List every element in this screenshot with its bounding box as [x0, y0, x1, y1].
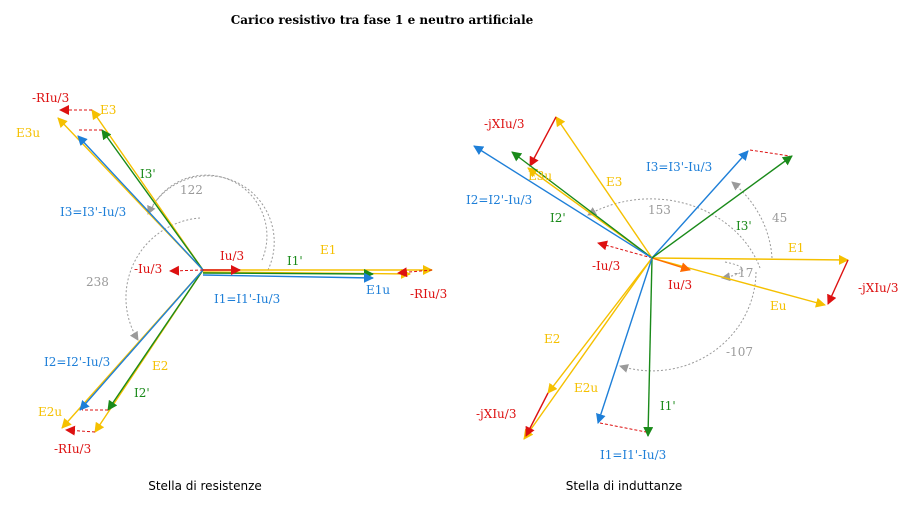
- miu3-phasor: [169, 265, 204, 276]
- label-i3: I3=I3'-Iu/3: [646, 160, 712, 174]
- label-i3p: I3': [736, 219, 752, 233]
- e3-phasor: [555, 116, 653, 259]
- angle-arc-m107: [619, 271, 757, 373]
- label-i1: I1=I1'-Iu/3: [214, 292, 280, 306]
- label-e1: E1: [788, 241, 804, 255]
- i3-phasor: [651, 150, 749, 259]
- jx-right-vector: [827, 259, 849, 305]
- i1-phasor: [202, 272, 374, 283]
- label-e1: E1: [320, 243, 336, 257]
- label-i1: I1=I1'-Iu/3: [600, 448, 666, 462]
- label-iu3: Iu/3: [220, 249, 244, 263]
- label-eu: Eu: [770, 299, 787, 313]
- label-angle-m107: -107: [726, 345, 753, 359]
- label-miu3: -Iu/3: [592, 259, 620, 273]
- label-i1p: I1': [287, 254, 303, 268]
- i1-phasor: [596, 257, 653, 424]
- label-e2u: E2u: [38, 405, 62, 419]
- diagram-title: Carico resistivo tra fase 1 e neutro art…: [231, 13, 534, 27]
- label-iu3: Iu/3: [668, 278, 692, 292]
- angle-arc-m17: [721, 261, 744, 282]
- label-jx-r: -jXIu/3: [858, 281, 898, 295]
- label-i3p: I3': [140, 167, 156, 181]
- i2p-phasor: [107, 269, 204, 411]
- caption-inductor-star: Stella di induttanze: [566, 479, 683, 493]
- label-angle-m17: -17: [734, 266, 753, 280]
- label-riu-bl: -RIu/3: [54, 442, 91, 456]
- riu-bl-vector: [65, 425, 96, 436]
- label-e3u: E3u: [16, 126, 40, 140]
- i3-phasor: [77, 135, 204, 271]
- label-e2: E2: [152, 359, 168, 373]
- label-riu-tl: -RIu/3: [32, 91, 69, 105]
- label-e3: E3: [606, 175, 622, 189]
- label-e3: E3: [100, 103, 116, 117]
- i2-phasor: [473, 145, 653, 259]
- label-jx-tl: -jXIu/3: [484, 117, 524, 131]
- label-i3: I3=I3'-Iu/3: [60, 205, 126, 219]
- label-riu-r: -RIu/3: [410, 287, 447, 301]
- riu-right-vector: [397, 267, 433, 278]
- miu3-phasor: [597, 240, 653, 259]
- angle-arc-238: [125, 217, 201, 341]
- angle-arc-122: [147, 175, 275, 271]
- label-i2: I2=I2'-Iu/3: [466, 193, 532, 207]
- i2-phasor: [79, 269, 204, 411]
- i3p-phasor: [651, 155, 793, 259]
- label-e3u: E3u: [528, 169, 552, 183]
- inductor-star: -jXIu/3 I3=I3'-Iu/3 E3u E3 I2=I2'-Iu/3 1…: [466, 116, 898, 493]
- label-i1p: I1': [660, 399, 676, 413]
- jx-bl-vector: [525, 392, 549, 437]
- i1-diff-line: [599, 422, 647, 433]
- caption-resistor-star: Stella di resistenze: [148, 479, 262, 493]
- angle-arc-122-inner: [149, 174, 268, 261]
- i3p-phasor: [101, 129, 204, 271]
- resistor-star: -RIu/3 E3 E3u I3' 122 I3=I3'-Iu/3 Iu/3 -…: [16, 91, 447, 493]
- i2p-phasor: [511, 151, 653, 259]
- angle-arc-45: [731, 181, 773, 259]
- label-angle-122: 122: [180, 183, 203, 197]
- label-jx-bl: -jXIu/3: [476, 407, 516, 421]
- i1p-phasor: [643, 257, 654, 437]
- label-angle-45: 45: [772, 211, 787, 225]
- jx-tl-vector: [529, 116, 557, 167]
- iu3-phasor: [651, 257, 691, 273]
- label-miu3: -Iu/3: [134, 262, 162, 276]
- i3-diff-line: [749, 149, 791, 157]
- e2-phasor: [547, 257, 653, 394]
- label-angle-153: 153: [648, 203, 671, 217]
- e2u-phasor: [523, 257, 653, 440]
- label-angle-238: 238: [86, 275, 109, 289]
- e1-phasor: [651, 254, 849, 265]
- label-i2: I2=I2'-Iu/3: [44, 355, 110, 369]
- label-i2p: I2': [134, 386, 150, 400]
- label-i2p: I2': [550, 211, 566, 225]
- label-e2u: E2u: [574, 381, 598, 395]
- label-e2: E2: [544, 332, 560, 346]
- label-e1u: E1u: [366, 283, 390, 297]
